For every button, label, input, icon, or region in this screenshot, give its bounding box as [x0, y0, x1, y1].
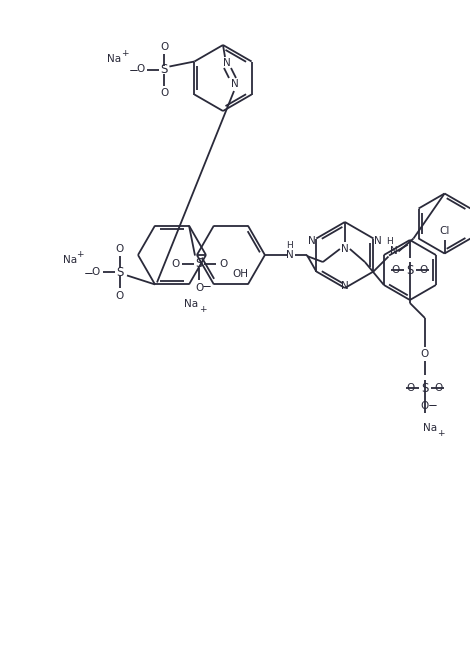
Text: −: − — [84, 267, 94, 280]
Text: Na: Na — [184, 299, 198, 309]
Text: Cl: Cl — [439, 227, 450, 236]
Text: N: N — [341, 281, 349, 291]
Text: N: N — [374, 236, 381, 246]
Text: +: + — [437, 429, 445, 439]
Text: H: H — [386, 237, 393, 246]
Text: O: O — [219, 258, 227, 268]
Text: −: − — [428, 399, 438, 413]
Text: OH: OH — [232, 270, 248, 279]
Text: N: N — [223, 58, 231, 68]
Text: S: S — [161, 63, 168, 76]
Text: S: S — [406, 264, 414, 276]
Text: S: S — [421, 382, 429, 395]
Text: O: O — [407, 383, 415, 393]
Text: O: O — [116, 291, 124, 301]
Text: Na: Na — [63, 256, 77, 266]
Text: Na: Na — [423, 423, 437, 433]
Text: +: + — [199, 305, 207, 314]
Text: S: S — [116, 266, 124, 279]
Text: −: − — [128, 64, 138, 77]
Text: +: + — [76, 250, 84, 259]
Text: O: O — [116, 244, 124, 254]
Text: S: S — [196, 257, 203, 270]
Text: N: N — [231, 79, 239, 89]
Text: O: O — [435, 383, 443, 393]
Text: O: O — [136, 64, 145, 74]
Text: O: O — [421, 401, 429, 411]
Text: N: N — [308, 236, 316, 246]
Text: O: O — [160, 89, 169, 99]
Text: N: N — [341, 244, 349, 254]
Text: H: H — [287, 242, 293, 250]
Text: O: O — [195, 282, 203, 293]
Text: O: O — [92, 268, 100, 277]
Text: O: O — [421, 349, 429, 359]
Text: O: O — [392, 265, 400, 275]
Text: O: O — [171, 258, 179, 268]
Text: −: − — [202, 280, 212, 293]
Text: O: O — [420, 265, 428, 275]
Text: Na: Na — [107, 54, 121, 64]
Text: O: O — [160, 42, 169, 52]
Text: N: N — [390, 246, 397, 256]
Text: N: N — [286, 250, 294, 260]
Text: +: + — [121, 49, 128, 58]
